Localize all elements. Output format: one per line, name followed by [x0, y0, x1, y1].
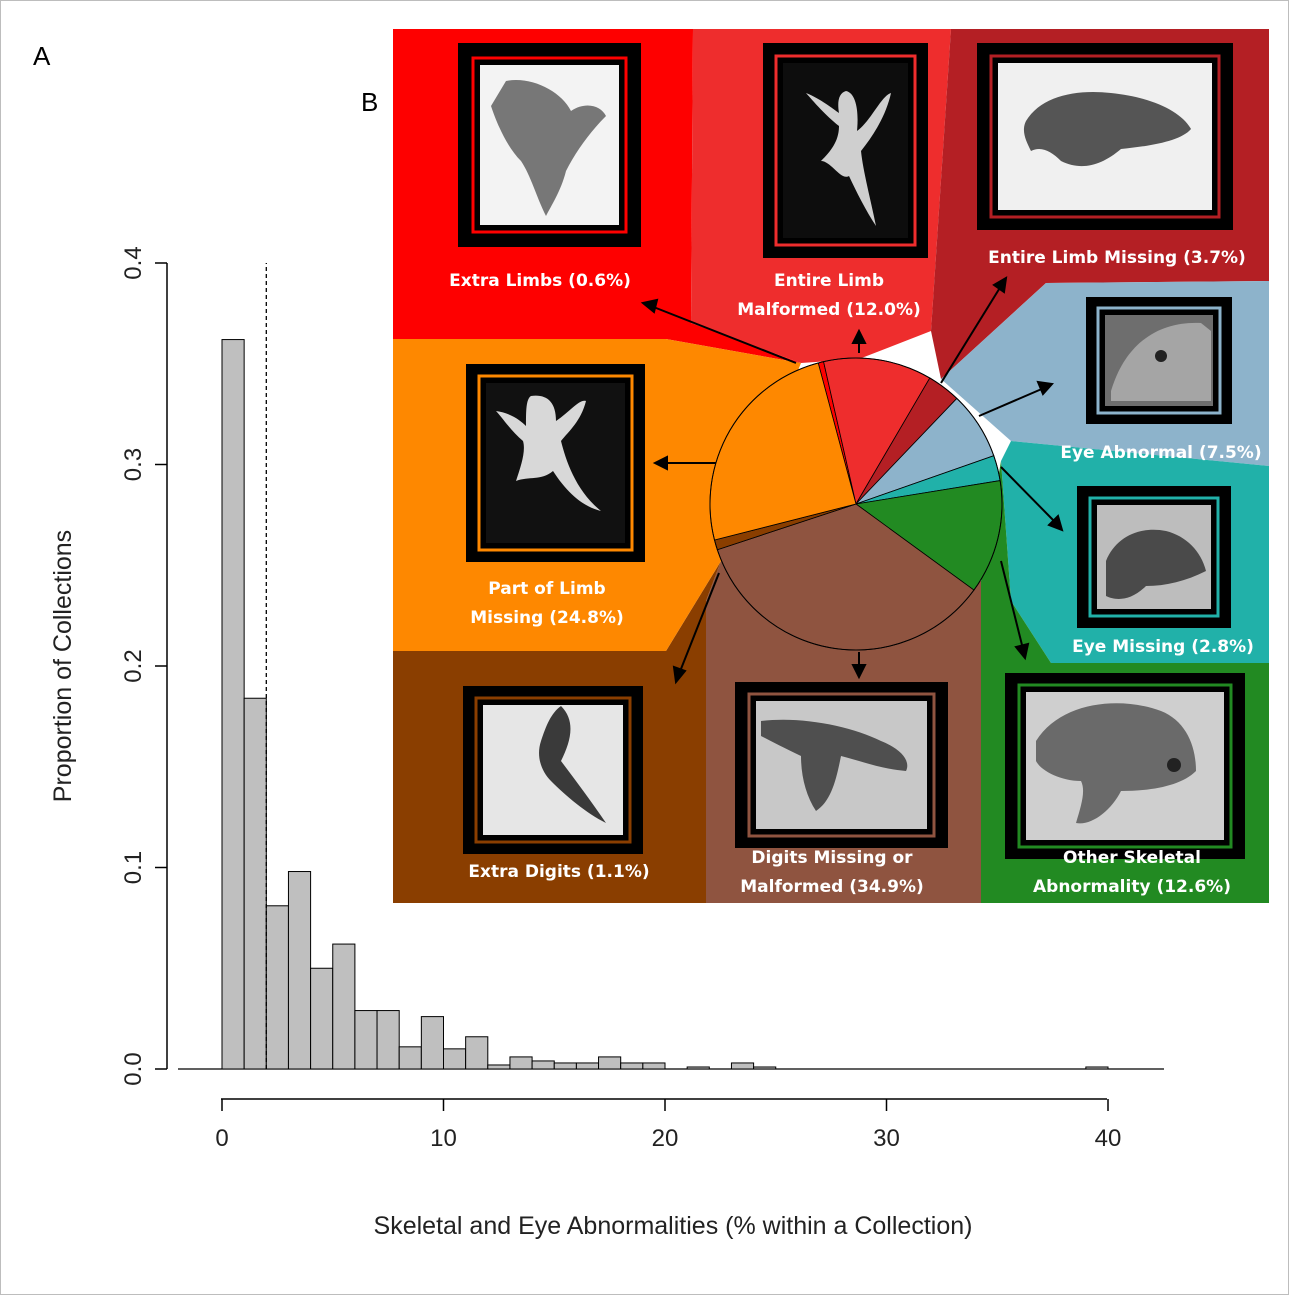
photo-eye-abnormal [1086, 297, 1232, 424]
x-tick-label: 30 [873, 1125, 900, 1152]
y-tick-label: 0.1 [120, 851, 147, 884]
photo-entire-limb-malformed [763, 43, 928, 258]
histogram-bar [575, 1062, 600, 1070]
x-tick-label: 20 [652, 1125, 679, 1152]
label-entire-limb-missing: Entire Limb Missing (3.7%) [988, 248, 1246, 268]
label-part-of-limb-missing-2: Missing (24.8%) [470, 608, 624, 628]
frog-icon [491, 80, 606, 216]
pie-slices [709, 357, 1003, 651]
label-entire-limb-malformed-2: Malformed (12.0%) [737, 300, 921, 320]
histogram-bar [310, 967, 334, 1070]
panel-b-letter: B [361, 87, 378, 117]
y-tick-label: 0.2 [120, 649, 147, 682]
photo-extra-digits [463, 686, 643, 854]
histogram-bar [420, 1016, 445, 1070]
pie-labels: Extra Limbs (0.6%) Entire Limb Malformed… [449, 248, 1262, 897]
photo-eye-missing [1077, 486, 1231, 628]
x-tick-label: 40 [1095, 1125, 1122, 1152]
y-tick-label: 0.0 [120, 1052, 147, 1085]
label-part-of-limb-missing-1: Part of Limb [488, 579, 605, 599]
photo-part-of-limb-missing [466, 364, 645, 562]
y-tick-label: 0.4 [120, 246, 147, 279]
x-tick-label: 10 [430, 1125, 457, 1152]
frog-icon [1106, 529, 1206, 599]
histogram-bars [221, 263, 1109, 1070]
pie-arrows [640, 276, 1064, 685]
histogram-bar [730, 1062, 755, 1070]
photo-other-skeletal [1005, 673, 1245, 859]
histogram-bar [753, 1066, 777, 1070]
histogram-bar [265, 905, 289, 1070]
histogram-bar [221, 339, 245, 1070]
pie-panel: Extra Limbs (0.6%) Entire Limb Malformed… [393, 29, 1269, 903]
frog-icon [496, 395, 601, 511]
histogram-bar [686, 1066, 710, 1070]
histogram-bar [354, 1010, 378, 1070]
x-axis-title: Skeletal and Eye Abnormalities (% within… [374, 1212, 973, 1240]
label-extra-limbs: Extra Limbs (0.6%) [449, 271, 631, 291]
histogram-bar [376, 1010, 400, 1070]
photo-extra-limbs [458, 43, 641, 247]
label-digits-missing-2: Malformed (34.9%) [740, 877, 924, 897]
y-tick-label: 0.3 [120, 448, 147, 481]
x-tick-label: 0 [215, 1125, 228, 1152]
histogram-bar [243, 697, 267, 1070]
histogram-bar [642, 1062, 666, 1070]
histogram-bar [531, 1060, 555, 1070]
histogram-ticks: 0 10 20 30 40 0.0 0.1 0.2 0.3 0.4 [120, 246, 1121, 1152]
frog-icon [1036, 703, 1196, 824]
histogram-bar [553, 1062, 577, 1070]
histogram-bar [509, 1056, 533, 1070]
y-axis-title: Proportion of Collections [49, 530, 77, 802]
panel-a-letter: A [33, 41, 51, 71]
histogram-bar [487, 1064, 511, 1070]
histogram-bar [620, 1062, 644, 1070]
label-other-skeletal-2: Abnormality (12.6%) [1033, 877, 1231, 897]
label-eye-abnormal: Eye Abnormal (7.5%) [1060, 443, 1261, 463]
label-eye-missing: Eye Missing (2.8%) [1072, 637, 1254, 657]
histogram-bar [332, 943, 356, 1070]
frog-icon [761, 719, 908, 811]
histogram-bar [443, 1048, 467, 1070]
frog-icon [1023, 91, 1191, 167]
histogram-bar [398, 1046, 422, 1070]
frog-icon [539, 706, 606, 823]
photo-digits-missing [735, 682, 948, 848]
histogram-bar [465, 1036, 489, 1070]
label-extra-digits: Extra Digits (1.1%) [468, 862, 649, 882]
histogram-bar [287, 871, 312, 1070]
histogram-bar [1085, 1066, 1109, 1070]
pie-outline [709, 357, 1003, 651]
histogram-bar [598, 1056, 622, 1070]
label-digits-missing-1: Digits Missing or [751, 848, 913, 868]
frog-icon [806, 91, 891, 226]
photo-entire-limb-missing [977, 43, 1233, 230]
label-other-skeletal-1: Other Skeletal [1063, 848, 1201, 868]
label-entire-limb-malformed-1: Entire Limb [774, 271, 884, 291]
